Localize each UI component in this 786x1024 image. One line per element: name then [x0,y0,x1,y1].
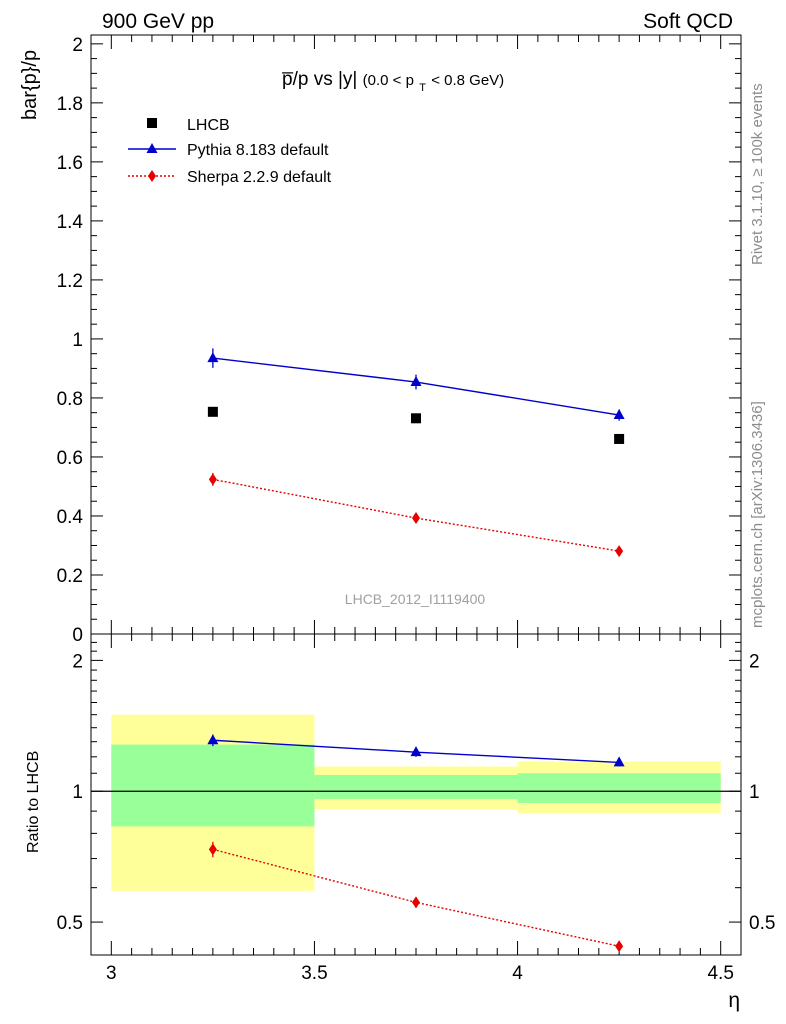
y-tick-label: 1.2 [57,271,83,292]
legend-marker-square [147,118,157,128]
main-ticks: 0 0.2 0.4 0.6 0.8 1 1.2 1.4 1.6 1.8 2 [57,35,741,646]
process-label: Soft QCD [643,10,733,33]
ratio-band-green [111,744,315,827]
main-title: p̅/p vs |y| (0.0 < p T < 0.8 GeV) [282,69,505,96]
sherpa-line [212,478,620,552]
pythia-point [613,409,625,420]
ratio-y-tick-label: 0.5 [57,913,83,934]
ratio-sherpa-point [412,896,420,909]
ratio-y-tick-label-right: 1 [749,782,760,803]
x-tick-label: 3 [106,963,117,984]
ratio-y-tick-label: 2 [72,651,83,672]
ratio-band-green [314,774,518,799]
legend-marker-diamond [148,170,156,182]
y-tick-label: 1.8 [57,94,83,115]
y-tick-label: 0 [72,625,83,646]
x-tick-label: 3.5 [301,963,327,984]
ratio-y-tick-label-right: 0.5 [749,913,775,934]
y-tick-label: 0.6 [57,448,83,469]
ratio-sherpa-point [208,843,217,856]
legend-marker-triangle [146,143,158,153]
x-tick-label: 4.5 [707,963,733,984]
main-panel: 0 0.2 0.4 0.6 0.8 1 1.2 1.4 1.6 1.8 2 p̅/p vs |y| … [19,34,742,646]
ratio-pythia-point [207,734,219,745]
y-tick-label: 0.4 [57,507,84,528]
pythia-point [207,352,219,363]
main-title-pt-close: < 0.8 GeV) [431,72,504,89]
sherpa-point [615,545,624,558]
legend-label-lhcb: LHCB [187,117,230,134]
analysis-watermark: LHCB_2012_I1119400 [345,591,486,607]
ratio-y-tick-label: 1 [72,782,83,803]
ratio-panel: 0.5 0.5 1 1 2 2 3 3.5 4 4.5 Ratio to LHCB η [25,633,775,1012]
ratio-bands [91,714,741,891]
legend-entry-pythia: Pythia 8.183 default [128,142,329,159]
y-tick-label: 1.6 [57,153,83,174]
main-title-pt-sub: T [419,82,426,94]
legend-entry-lhcb: LHCB [147,117,230,134]
ratio-band-green [517,773,721,803]
y-tick-label: 1 [72,330,83,351]
ratio-ticks: 0.5 0.5 1 1 2 2 3 3.5 4 4.5 [57,634,775,984]
ratio-data [207,734,625,953]
ratio-sherpa-point [615,940,624,953]
legend-entry-sherpa: Sherpa 2.2.9 default [128,169,332,186]
main-title-pt-open: (0.0 < p [363,72,414,89]
lhcb-point [207,406,218,417]
main-data [207,348,625,558]
legend-label-sherpa: Sherpa 2.2.9 default [187,169,332,186]
legend-label-pythia: Pythia 8.183 default [187,142,329,159]
ratio-y-axis-label: Ratio to LHCB [25,751,42,853]
energy-label: 900 GeV pp [102,10,214,33]
y-tick-label: 0.8 [57,389,83,410]
ratio-y-tick-label-right: 2 [749,651,760,672]
x-axis-label: η [728,989,740,1012]
ratio-pythia-point [613,756,625,767]
rivet-label: Rivet 3.1.10, ≥ 100k events [749,83,766,265]
y-tick-label: 1.4 [57,212,84,233]
main-y-axis-label: bar{p}/p [19,50,41,120]
y-tick-label: 2 [72,35,83,56]
lhcb-point [614,433,625,444]
mcplots-label: mcplots.cern.ch [arXiv:1306.3436] [749,401,766,628]
main-title-text: p̅/p vs |y| [282,69,358,90]
sherpa-point [208,473,217,486]
pythia-point [410,376,422,387]
y-tick-label: 0.2 [57,566,83,587]
x-tick-label: 4 [512,963,523,984]
lhcb-point [411,413,421,424]
sherpa-point [412,512,420,525]
legend: LHCB Pythia 8.183 default Sherpa 2.2.9 d… [128,117,332,186]
ratio-pythia-point [410,746,422,757]
